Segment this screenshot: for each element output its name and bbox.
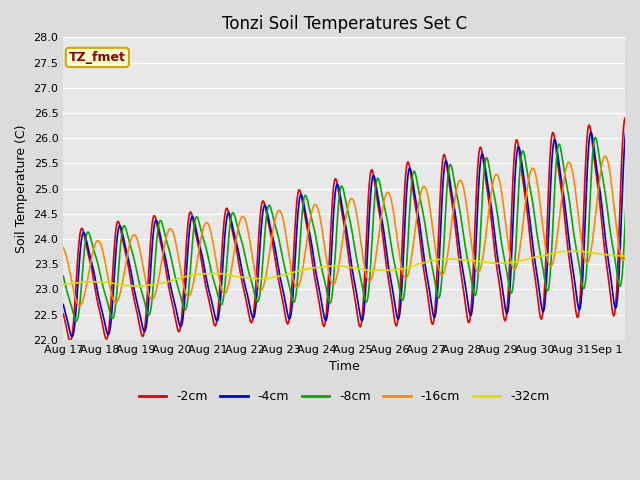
Y-axis label: Soil Temperature (C): Soil Temperature (C): [15, 124, 28, 253]
Title: Tonzi Soil Temperatures Set C: Tonzi Soil Temperatures Set C: [221, 15, 467, 33]
-32cm: [447, 256, 454, 262]
-4cm: [285, 316, 293, 322]
Text: TZ_fmet: TZ_fmet: [69, 51, 126, 64]
-16cm: [235, 223, 243, 229]
-16cm: [638, 147, 640, 153]
-2cm: [285, 316, 293, 322]
-4cm: [414, 209, 422, 215]
-8cm: [264, 207, 271, 213]
-8cm: [235, 228, 243, 234]
-16cm: [414, 207, 422, 213]
-2cm: [622, 115, 630, 121]
-2cm: [60, 311, 67, 317]
-16cm: [447, 231, 454, 237]
-32cm: [285, 271, 293, 276]
-4cm: [68, 334, 76, 339]
-8cm: [72, 318, 80, 324]
-32cm: [264, 276, 271, 281]
-4cm: [60, 301, 67, 307]
-8cm: [639, 198, 640, 204]
Line: -32cm: -32cm: [63, 251, 640, 286]
Legend: -2cm, -4cm, -8cm, -16cm, -32cm: -2cm, -4cm, -8cm, -16cm, -32cm: [134, 385, 555, 408]
-8cm: [447, 161, 454, 167]
-2cm: [264, 216, 271, 222]
-32cm: [235, 274, 243, 280]
-16cm: [639, 149, 640, 155]
-4cm: [623, 122, 631, 128]
Line: -16cm: -16cm: [63, 150, 640, 306]
-4cm: [447, 181, 454, 187]
Line: -8cm: -8cm: [63, 131, 640, 321]
Line: -2cm: -2cm: [63, 118, 640, 341]
-2cm: [128, 286, 136, 292]
-16cm: [60, 245, 67, 251]
-32cm: [136, 283, 144, 289]
-16cm: [264, 264, 271, 270]
-2cm: [447, 189, 454, 195]
-4cm: [639, 244, 640, 250]
-16cm: [285, 255, 293, 261]
-16cm: [76, 303, 83, 309]
-8cm: [414, 183, 422, 189]
-2cm: [639, 261, 640, 266]
X-axis label: Time: Time: [329, 360, 360, 373]
Line: -4cm: -4cm: [63, 125, 640, 336]
-2cm: [67, 338, 74, 344]
-32cm: [60, 282, 67, 288]
-4cm: [128, 275, 136, 281]
-4cm: [235, 250, 243, 255]
-2cm: [414, 219, 422, 225]
-8cm: [285, 283, 293, 289]
-2cm: [235, 260, 243, 265]
-32cm: [127, 283, 135, 288]
-32cm: [639, 250, 640, 256]
-8cm: [128, 249, 136, 254]
-4cm: [264, 210, 271, 216]
-16cm: [128, 234, 136, 240]
-8cm: [60, 273, 67, 279]
-8cm: [628, 128, 636, 133]
-32cm: [414, 261, 422, 267]
-32cm: [573, 248, 580, 254]
